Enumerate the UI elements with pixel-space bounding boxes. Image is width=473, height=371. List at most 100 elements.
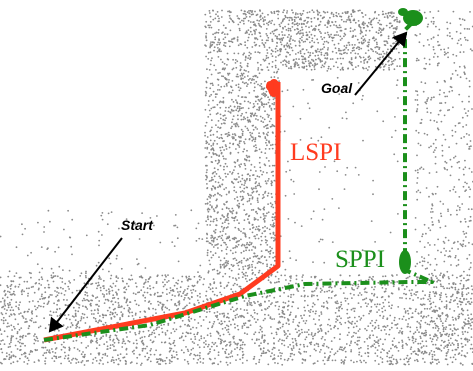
sample-point: [387, 301, 390, 304]
sample-point: [362, 298, 364, 301]
sample-point: [244, 164, 247, 167]
sample-point: [428, 300, 431, 302]
sample-point: [342, 57, 344, 60]
sample-point: [296, 331, 298, 334]
sample-point: [294, 221, 296, 224]
sample-point: [403, 358, 406, 361]
sample-point: [437, 113, 440, 116]
sample-point: [321, 48, 324, 50]
sample-point: [334, 20, 337, 23]
sample-point: [188, 298, 191, 300]
sample-point: [206, 224, 209, 226]
sample-point: [244, 56, 247, 59]
sample-point: [470, 208, 473, 211]
sample-point: [403, 292, 405, 295]
sample-point: [401, 347, 404, 349]
sample-point: [278, 23, 281, 26]
sample-point: [296, 62, 299, 64]
sample-point: [310, 332, 313, 334]
sample-point: [248, 179, 251, 182]
sample-point: [250, 187, 253, 190]
sample-point: [17, 323, 19, 326]
sample-point: [264, 301, 266, 303]
sample-point: [295, 12, 297, 15]
sample-point: [98, 353, 100, 356]
sample-point: [144, 296, 147, 299]
sample-point: [396, 26, 398, 28]
sample-point: [292, 180, 295, 183]
sample-point: [386, 317, 389, 320]
sample-point: [435, 359, 438, 361]
sample-point: [78, 306, 80, 309]
sample-point: [446, 168, 449, 171]
sample-point: [429, 11, 432, 13]
sample-point: [242, 130, 244, 133]
sample-point: [389, 314, 392, 317]
sample-point: [296, 64, 299, 67]
sample-point: [131, 311, 134, 314]
sample-point: [235, 99, 237, 101]
sample-point: [313, 68, 316, 71]
sample-point: [197, 358, 200, 361]
sample-point: [289, 38, 292, 40]
sample-point: [213, 139, 216, 142]
sample-point: [258, 108, 261, 110]
sample-point: [312, 318, 315, 320]
sample-point: [273, 179, 276, 182]
sample-point: [200, 337, 203, 340]
sample-point: [252, 75, 255, 78]
sample-point: [181, 335, 183, 338]
sample-point: [22, 317, 25, 319]
sample-point: [435, 171, 438, 174]
sample-point: [298, 334, 301, 336]
sample-point: [331, 198, 334, 200]
sample-point: [327, 47, 329, 49]
sample-point: [440, 292, 443, 294]
sample-point: [463, 173, 465, 176]
sample-point: [245, 246, 248, 249]
sample-point: [205, 142, 208, 145]
sample-point: [421, 340, 424, 343]
sample-point: [231, 89, 234, 92]
sample-point: [162, 285, 165, 288]
sample-point: [222, 38, 225, 40]
sample-point: [217, 318, 219, 321]
sample-point: [421, 235, 423, 238]
sample-point: [303, 67, 306, 69]
sample-point: [434, 358, 436, 361]
sample-point: [381, 10, 384, 13]
sample-point: [417, 342, 420, 345]
sample-point: [247, 71, 250, 73]
sample-point: [250, 194, 252, 197]
sample-point: [431, 272, 433, 275]
sample-point: [415, 326, 418, 329]
sample-point: [307, 51, 310, 54]
sample-point: [343, 188, 346, 191]
sample-point: [236, 101, 238, 103]
sample-point: [237, 264, 240, 267]
sample-point: [457, 259, 460, 261]
sample-point: [278, 80, 280, 82]
sample-point: [126, 299, 128, 301]
sample-point: [129, 331, 132, 333]
sample-point: [232, 310, 235, 313]
sample-point: [418, 350, 421, 353]
sample-point: [209, 43, 212, 45]
sample-point: [263, 103, 265, 106]
sample-point: [318, 188, 320, 191]
sample-point: [420, 298, 422, 300]
sample-point: [461, 100, 464, 103]
sample-point: [439, 283, 442, 286]
sample-point: [22, 334, 25, 337]
sample-point: [445, 52, 447, 55]
sample-point: [156, 324, 159, 327]
sample-point: [215, 13, 217, 16]
sample-point: [313, 294, 315, 297]
sample-point: [43, 317, 45, 320]
sample-point: [283, 339, 285, 342]
sample-point: [466, 340, 469, 343]
sample-point: [223, 41, 226, 44]
sample-point: [194, 335, 197, 338]
sample-point: [407, 336, 410, 339]
sample-point: [246, 65, 249, 67]
